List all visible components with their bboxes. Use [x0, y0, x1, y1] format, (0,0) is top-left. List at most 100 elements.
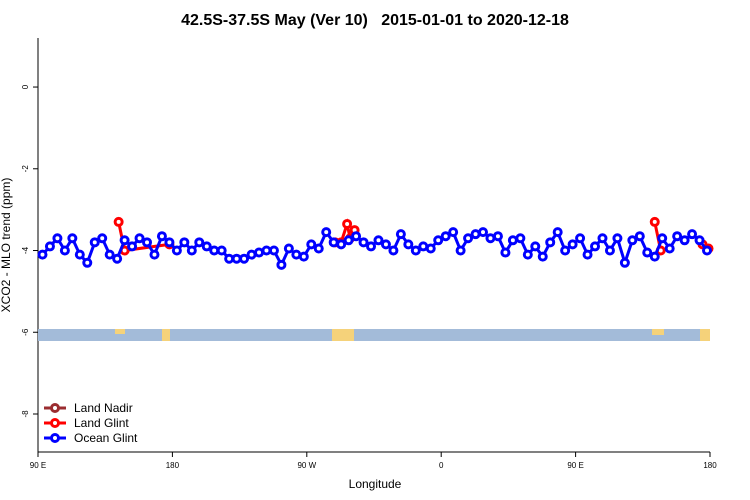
data-point: [612, 233, 623, 244]
data-point: [552, 227, 563, 238]
land-mask: [332, 329, 354, 341]
data-point: [67, 233, 78, 244]
land-mask: [115, 329, 125, 334]
chart-title: 42.5S-37.5S May (Ver 10) 2015-01-01 to 2…: [181, 12, 569, 29]
data-point: [388, 245, 399, 256]
legend-label: Land Glint: [74, 416, 129, 430]
data-point: [530, 241, 541, 252]
data-point: [380, 239, 391, 250]
land-mask: [652, 329, 664, 335]
data-point: [418, 241, 429, 252]
data-point: [239, 253, 250, 264]
data-point: [104, 249, 115, 260]
data-point: [164, 237, 175, 248]
x-tick-label: 90 E: [567, 461, 583, 470]
data-point: [522, 249, 533, 260]
data-point: [127, 241, 138, 252]
data-point: [52, 233, 63, 244]
data-point: [342, 218, 353, 229]
y-axis-label: XCO2 - MLO trend (ppm): [0, 178, 13, 313]
data-point: [328, 237, 339, 248]
data-point: [455, 245, 466, 256]
legend-label: Land Nadir: [74, 401, 133, 415]
data-point: [336, 239, 347, 250]
land-mask: [700, 329, 710, 341]
x-axis-label: Longitude: [349, 477, 402, 491]
data-point: [37, 249, 48, 260]
data-point: [268, 245, 279, 256]
x-tick-label: 90 W: [297, 461, 316, 470]
data-point: [306, 239, 317, 250]
data-point: [224, 253, 235, 264]
data-point: [425, 243, 436, 254]
data-point: [403, 239, 414, 250]
data-point: [672, 231, 683, 242]
data-point: [575, 233, 586, 244]
data-point: [410, 245, 421, 256]
data-point: [545, 237, 556, 248]
data-point: [74, 249, 85, 260]
data-point: [231, 253, 242, 264]
x-tick-label: 180: [703, 461, 717, 470]
data-point: [604, 245, 615, 256]
data-point: [276, 259, 287, 270]
data-point: [366, 241, 377, 252]
x-tick-label: 0: [439, 461, 444, 470]
data-point: [470, 229, 481, 240]
data-point: [597, 233, 608, 244]
data-point: [194, 237, 205, 248]
data-point: [298, 251, 309, 262]
data-point: [642, 247, 653, 258]
y-tick-label: -8: [21, 410, 30, 418]
data-point: [201, 241, 212, 252]
land-mask: [162, 329, 170, 341]
data-point: [492, 231, 503, 242]
data-point: [113, 216, 124, 227]
data-point: [485, 233, 496, 244]
data-point: [515, 233, 526, 244]
data-point: [463, 233, 474, 244]
data-point: [664, 243, 675, 254]
data-point: [448, 227, 459, 238]
data-point: [649, 251, 660, 262]
data-point: [395, 229, 406, 240]
data-point: [358, 237, 369, 248]
data-point: [283, 243, 294, 254]
x-tick-label: 180: [166, 461, 180, 470]
y-tick-label: -4: [21, 246, 30, 254]
x-tick-label: 90 E: [30, 461, 46, 470]
data-point: [619, 257, 630, 268]
data-point: [186, 245, 197, 256]
data-point: [440, 231, 451, 242]
data-point: [216, 245, 227, 256]
data-point: [627, 235, 638, 246]
data-point: [209, 245, 220, 256]
data-point: [89, 237, 100, 248]
data-point: [694, 235, 705, 246]
legend-marker: [50, 403, 60, 413]
legend-label: Ocean Glint: [74, 431, 138, 445]
data-point: [351, 231, 362, 242]
data-point: [567, 239, 578, 250]
surface-band: [38, 329, 710, 341]
data-point: [44, 241, 55, 252]
data-point: [261, 245, 272, 256]
data-point: [97, 233, 108, 244]
data-point: [82, 257, 93, 268]
data-point: [112, 253, 123, 264]
data-point: [507, 235, 518, 246]
data-point: [687, 229, 698, 240]
data-point: [649, 216, 660, 227]
data-point: [478, 227, 489, 238]
data-point: [313, 243, 324, 254]
data-point: [343, 235, 354, 246]
data-point: [657, 233, 668, 244]
y-tick-label: 0: [21, 84, 30, 89]
data-point: [590, 241, 601, 252]
data-point: [321, 227, 332, 238]
data-point: [500, 247, 511, 258]
data-point: [679, 235, 690, 246]
legend-marker: [50, 433, 60, 443]
data-point: [582, 249, 593, 260]
